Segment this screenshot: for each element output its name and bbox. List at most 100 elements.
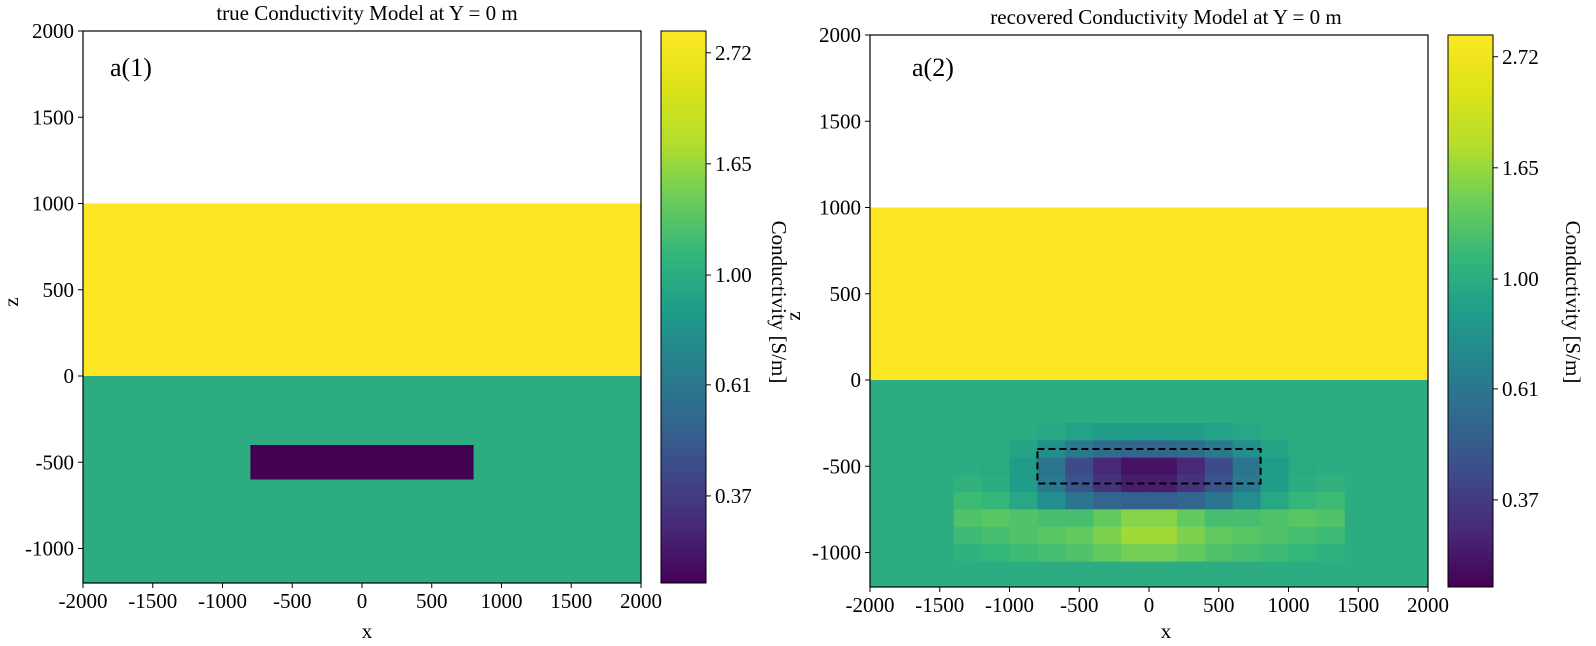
recovered-cell <box>1093 492 1122 510</box>
colorbar-tick-label: 1.00 <box>715 263 752 287</box>
recovered-cell <box>1149 457 1178 476</box>
recovered-cell <box>1149 509 1178 528</box>
recovered-cell <box>1176 492 1206 510</box>
recovered-cell <box>1288 474 1317 493</box>
colorbar-tick-label: 0.37 <box>715 484 752 508</box>
recovered-cell <box>1121 423 1150 441</box>
recovered-cell <box>1093 423 1122 441</box>
recovered-cell <box>953 457 983 476</box>
recovered-cell <box>1260 492 1289 510</box>
recovered-cell <box>1232 492 1262 510</box>
recovered-cell <box>1037 457 1066 476</box>
x-tick-label: 0 <box>1144 593 1155 617</box>
recovered-cell <box>1093 526 1122 545</box>
recovered-cell <box>1149 526 1178 545</box>
true-block-outline <box>1036 448 1262 485</box>
panel-label: a(2) <box>912 53 954 82</box>
recovered-cell <box>1316 474 1345 493</box>
recovered-cell <box>1037 492 1066 510</box>
y-tick-label: -1000 <box>812 541 861 565</box>
recovered-cell <box>953 526 983 545</box>
panel-true-model: true Conductivity Model at Y = 0 m -2000… <box>0 1 791 643</box>
recovered-cell <box>1065 423 1094 441</box>
chart-title: true Conductivity Model at Y = 0 m <box>216 1 517 25</box>
y-tick-label: 1000 <box>819 196 861 220</box>
recovered-cell <box>1121 526 1150 545</box>
colorbar-tick-label: 2.72 <box>1502 45 1539 69</box>
recovered-cell <box>1176 526 1206 545</box>
x-tick-label: 1000 <box>481 589 523 613</box>
y-tick-label: -500 <box>823 454 862 478</box>
recovered-cell <box>1009 492 1038 510</box>
colorbar-gradient <box>1447 34 1494 588</box>
x-tick-label: -500 <box>1060 593 1099 617</box>
recovered-cell <box>1093 457 1122 476</box>
recovered-cell <box>1037 509 1066 528</box>
recovered-cell <box>1316 423 1345 441</box>
recovered-cell <box>953 492 983 510</box>
y-tick-label: 1500 <box>819 109 861 133</box>
recovered-cell <box>1232 509 1262 528</box>
x-tick-label: -2000 <box>846 593 895 617</box>
recovered-cell <box>1232 526 1262 545</box>
recovered-cell <box>1121 457 1150 476</box>
recovered-cell <box>1204 543 1234 562</box>
colorbar-label: Conductivity [S/m] <box>1561 221 1585 384</box>
x-axis: -2000 -1500 -1000 -500 0 500 1000 1500 2000 <box>846 587 1449 617</box>
recovered-cell <box>1232 543 1262 562</box>
recovered-cell <box>981 440 1010 459</box>
recovered-cell <box>1288 423 1317 441</box>
x-tick-label: -1000 <box>985 593 1034 617</box>
y-tick-label: 2000 <box>32 19 74 43</box>
recovered-cell <box>981 526 1010 545</box>
recovered-cell <box>1065 474 1094 493</box>
recovered-cell <box>981 492 1010 510</box>
x-tick-label: -1500 <box>915 593 964 617</box>
x-tick-label: -1000 <box>198 589 247 613</box>
recovered-cell <box>1260 526 1289 545</box>
recovered-cell <box>1260 509 1289 528</box>
y-axis: -1000 -500 0 500 1000 1500 2000 <box>25 19 83 561</box>
recovered-cell <box>1260 474 1289 493</box>
recovered-cell <box>1288 457 1317 476</box>
recovered-cell <box>1176 440 1206 459</box>
colorbar: 0.37 0.61 1.00 1.65 2.72 <box>1447 34 1539 588</box>
recovered-cell <box>1316 509 1345 528</box>
recovered-cell <box>1176 509 1206 528</box>
y-tick-label: 1500 <box>32 105 74 129</box>
recovered-cell <box>981 457 1010 476</box>
recovered-cell <box>1093 543 1122 562</box>
recovered-cell <box>953 474 983 493</box>
recovered-cell <box>1121 474 1150 493</box>
recovered-cell <box>953 543 983 562</box>
recovered-cell <box>953 440 983 459</box>
recovered-cell <box>1037 423 1066 441</box>
panel-recovered-model: recovered Conductivity Model at Y = 0 m … <box>781 5 1585 643</box>
recovered-cell <box>1009 474 1038 493</box>
x-axis-label: x <box>1161 619 1172 643</box>
recovered-cell <box>1260 423 1289 441</box>
y-tick-label: -1000 <box>25 537 74 561</box>
y-tick-label: 1000 <box>32 192 74 216</box>
recovered-cell <box>1176 457 1206 476</box>
recovered-cell <box>1065 509 1094 528</box>
recovered-cell <box>1009 423 1038 441</box>
recovered-cell <box>1093 509 1122 528</box>
region-upper-layer <box>83 203 641 376</box>
recovered-cell <box>1065 440 1094 459</box>
recovered-cell <box>1065 492 1094 510</box>
y-tick-label: 500 <box>43 278 75 302</box>
x-tick-label: 0 <box>357 589 368 613</box>
recovered-cell <box>1204 509 1234 528</box>
recovered-cell <box>1176 474 1206 493</box>
recovered-cell <box>953 509 983 528</box>
recovered-cell <box>1316 440 1345 459</box>
recovered-cell <box>1009 440 1038 459</box>
colorbar-tick-label: 1.65 <box>715 152 752 176</box>
recovered-cell <box>1288 440 1317 459</box>
recovered-cell <box>1149 423 1178 441</box>
recovered-cell <box>1121 492 1150 510</box>
recovered-cell <box>1316 543 1345 562</box>
recovered-cell <box>1204 526 1234 545</box>
recovered-cell <box>953 423 983 441</box>
